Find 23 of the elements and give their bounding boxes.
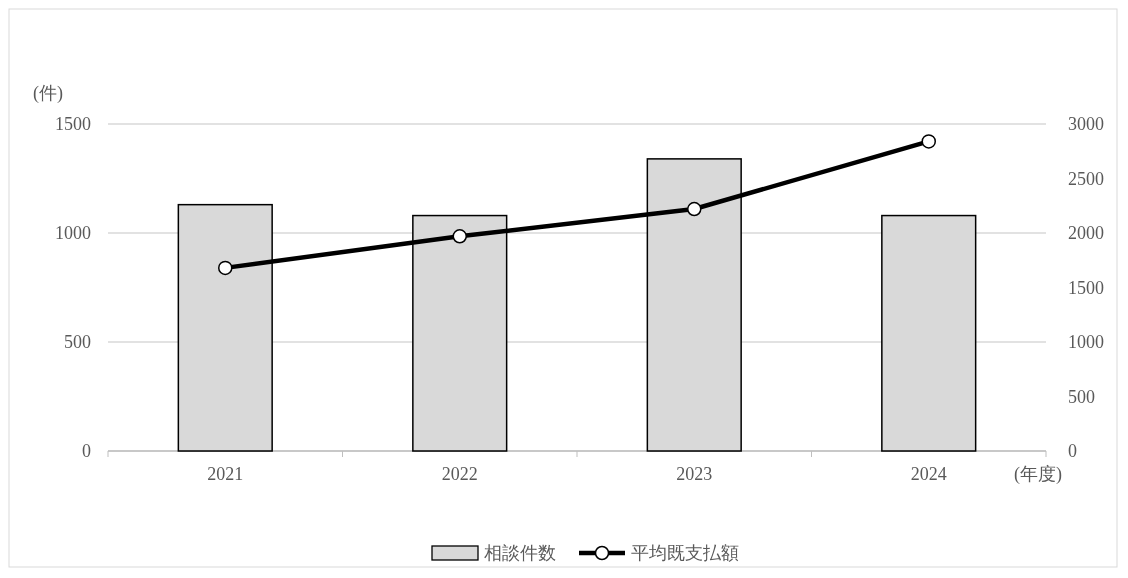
legend-label: 平均既支払額 bbox=[631, 543, 739, 564]
y2-tick-label: 1000 bbox=[1068, 332, 1104, 353]
y2-tick-label: 1500 bbox=[1068, 277, 1104, 298]
y-tick-label: 1500 bbox=[55, 114, 91, 135]
x-tick-label: 2024 bbox=[910, 464, 947, 485]
y2-tick-label: 2000 bbox=[1068, 223, 1104, 244]
y2-tick-label: 3000 bbox=[1068, 114, 1104, 135]
x-tick-label: 2022 bbox=[441, 464, 478, 485]
y-tick-label: 0 bbox=[82, 441, 91, 462]
point bbox=[218, 260, 233, 276]
y2-tick-label: 500 bbox=[1068, 386, 1095, 407]
y2-tick-label: 0 bbox=[1068, 441, 1077, 462]
x-axis-title: (年度) bbox=[1014, 464, 1062, 486]
legend-label: 相談件数 bbox=[484, 543, 556, 564]
x-tick-label: 2021 bbox=[207, 464, 244, 485]
y2-tick-label: 2500 bbox=[1068, 168, 1104, 189]
point bbox=[921, 134, 936, 149]
y-axis-title: (件) bbox=[33, 83, 63, 105]
point bbox=[687, 201, 702, 217]
point bbox=[452, 229, 467, 244]
y-tick-label: 500 bbox=[64, 332, 91, 353]
y-tick-label: 1000 bbox=[55, 223, 91, 244]
x-tick-label: 2023 bbox=[676, 464, 713, 485]
